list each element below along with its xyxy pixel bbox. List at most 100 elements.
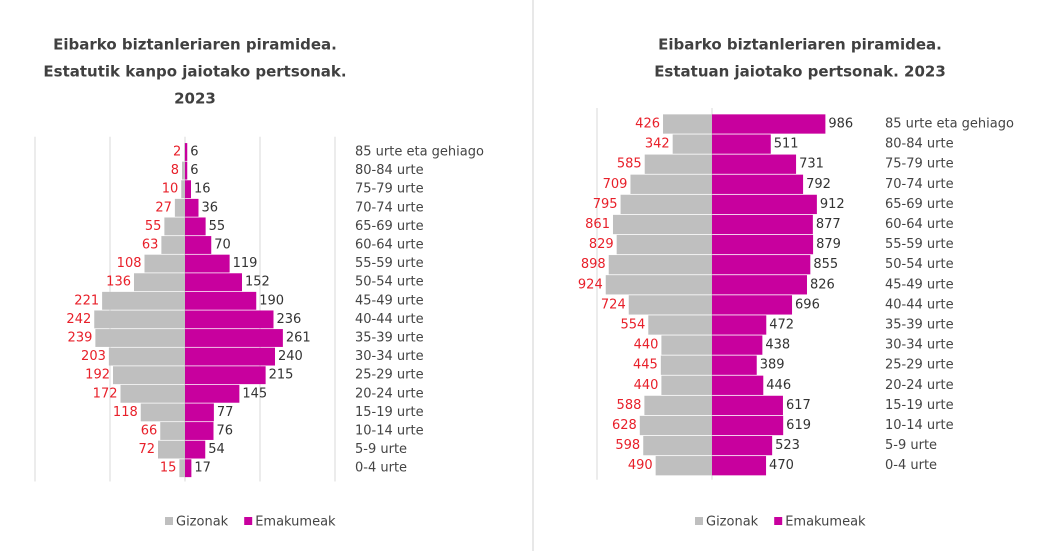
category-label: 55-59 urte [355, 256, 424, 271]
bar [616, 234, 712, 255]
value-label: 242 [66, 312, 91, 327]
value-label: 724 [601, 297, 626, 312]
bar [185, 143, 188, 161]
value-label: 879 [816, 237, 841, 252]
category-label: 65-69 urte [355, 219, 424, 234]
chart-title: Eibarko biztanleriaren piramidea. [53, 36, 337, 54]
category-label: 80-84 urte [885, 137, 954, 152]
value-label: 523 [775, 438, 800, 453]
bar [108, 347, 185, 366]
value-label: 72 [138, 442, 155, 457]
bar [648, 315, 712, 335]
value-label: 986 [828, 117, 853, 132]
value-label: 446 [766, 378, 791, 393]
category-label: 10-14 urte [355, 424, 424, 439]
value-label: 76 [217, 424, 234, 439]
bar [185, 347, 275, 366]
value-label: 490 [628, 458, 653, 473]
category-label: 40-44 urte [355, 312, 424, 327]
bar [184, 143, 185, 161]
category-label: 60-64 urte [885, 217, 954, 232]
legend-swatch [244, 517, 253, 525]
chart-title: Estatutik kanpo jaiotako pertsonak. [43, 63, 346, 81]
bar [712, 435, 773, 456]
value-label: 855 [813, 257, 838, 272]
bar [712, 456, 767, 476]
category-label: 35-39 urte [355, 331, 424, 346]
value-label: 240 [278, 349, 303, 364]
category-label: 25-29 urte [885, 358, 954, 373]
bar [185, 440, 206, 459]
bar [181, 180, 185, 199]
value-label: 617 [786, 398, 811, 413]
bar [661, 375, 712, 395]
bar [185, 291, 257, 310]
category-label: 20-24 urte [885, 378, 954, 393]
value-label: 6 [190, 145, 198, 160]
category-label: 45-49 urte [885, 277, 954, 292]
bar [140, 403, 185, 422]
value-label: 15 [160, 461, 177, 476]
value-label: 898 [581, 257, 606, 272]
value-label: 136 [106, 275, 131, 290]
legend-swatch [695, 517, 703, 525]
bar [185, 236, 212, 254]
bar [95, 329, 185, 347]
value-label: 438 [765, 338, 790, 353]
legend-label: Emakumeak [785, 515, 866, 530]
value-label: 470 [769, 458, 794, 473]
category-label: 75-79 urte [885, 157, 954, 172]
value-label: 445 [633, 358, 658, 373]
value-label: 440 [634, 338, 659, 353]
value-label: 261 [286, 331, 311, 346]
value-label: 585 [617, 157, 642, 172]
value-label: 6 [190, 163, 198, 178]
bar [134, 273, 185, 292]
bar [94, 310, 185, 329]
category-label: 35-39 urte [885, 318, 954, 333]
category-label: 10-14 urte [885, 418, 954, 433]
category-label: 45-49 urte [355, 293, 424, 308]
value-label: 63 [142, 238, 159, 253]
category-label: 70-74 urte [355, 200, 424, 215]
category-label: 30-34 urte [355, 349, 424, 364]
bar [663, 114, 712, 134]
value-label: 628 [612, 418, 637, 433]
bar [620, 194, 712, 215]
value-label: 54 [208, 442, 225, 457]
value-label: 27 [155, 200, 172, 215]
chart-title: Estatuan jaiotako pertsonak. 2023 [654, 63, 946, 81]
bar [630, 174, 712, 194]
category-label: 15-19 urte [355, 405, 424, 420]
bar [628, 295, 712, 315]
value-label: 912 [820, 197, 845, 212]
value-label: 66 [141, 424, 158, 439]
chart-title: 2023 [174, 90, 216, 108]
value-label: 877 [816, 217, 841, 232]
bar [644, 395, 712, 416]
value-label: 440 [634, 378, 659, 393]
value-label: 17 [194, 461, 211, 476]
chart-title: Eibarko biztanleriaren piramidea. [658, 36, 942, 54]
value-label: 588 [617, 398, 642, 413]
bar [185, 198, 199, 217]
value-label: 792 [806, 177, 831, 192]
bar [712, 154, 797, 174]
bar [712, 395, 783, 416]
value-label: 172 [93, 386, 118, 401]
bar [185, 366, 266, 385]
value-label: 145 [242, 386, 267, 401]
value-label: 829 [589, 237, 614, 252]
value-label: 236 [277, 312, 302, 327]
bar [612, 214, 712, 235]
bar [113, 366, 185, 385]
bar [712, 315, 767, 335]
bar [712, 255, 811, 275]
bar [185, 459, 192, 478]
category-label: 60-64 urte [355, 238, 424, 253]
bar [643, 435, 712, 456]
legend-label: Gizonak [176, 515, 229, 530]
bar [712, 174, 804, 194]
bar [672, 134, 712, 154]
bar [185, 422, 214, 440]
